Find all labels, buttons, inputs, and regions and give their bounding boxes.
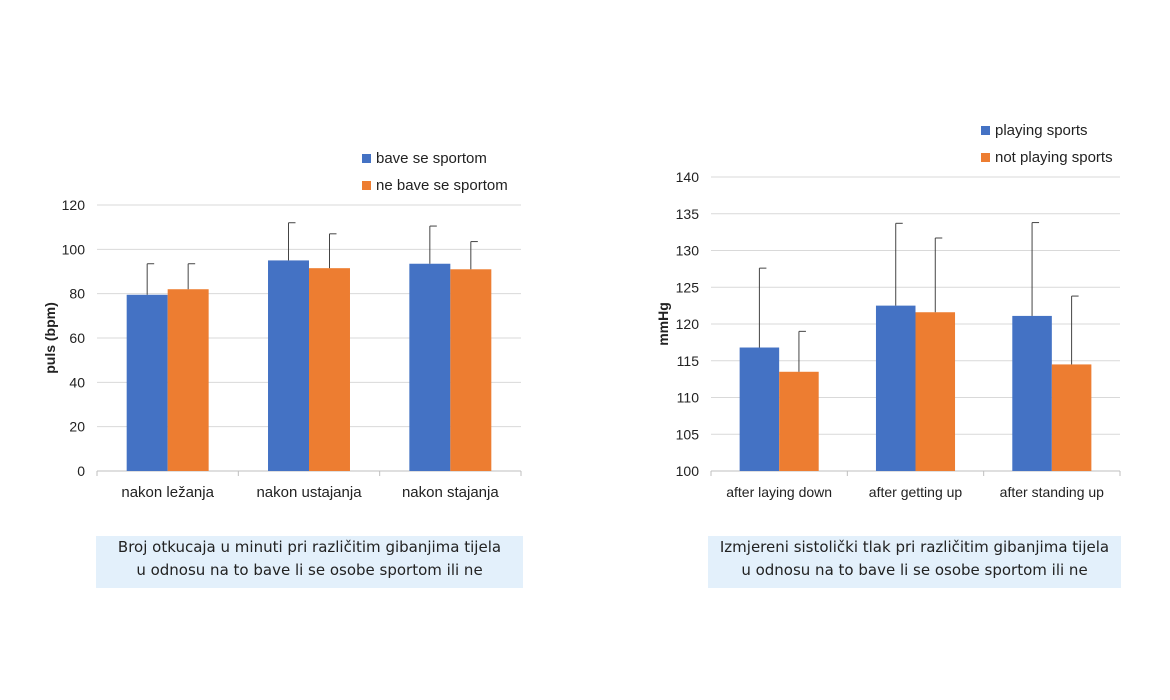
chart1-category-label: nakon stajanja (402, 484, 499, 501)
caption-left: Broj otkucaja u minuti pri različitim gi… (96, 536, 523, 588)
chart2-category-label: after laying down (726, 484, 832, 500)
chart2-legend-swatch (981, 153, 990, 162)
chart2-legend-label: playing sports (995, 122, 1088, 139)
caption-right-line2: u odnosu na to bave li se osobe sportom … (741, 561, 1088, 579)
chart2-bar (1051, 364, 1092, 471)
chart2-y-tick-label: 125 (676, 279, 700, 295)
chart1-y-tick-label: 120 (62, 197, 86, 213)
chart1-legend-swatch (362, 181, 371, 190)
chart1-legend-label: bave se sportom (376, 150, 487, 167)
chart2-y-tick-label: 105 (676, 426, 700, 442)
chart1-y-tick-label: 60 (69, 330, 85, 346)
chart1-category-label: nakon ležanja (121, 484, 214, 501)
chart1-category-label: nakon ustajanja (256, 484, 362, 501)
chart2-y-tick-label: 110 (677, 390, 700, 406)
chart1-y-tick-label: 100 (62, 241, 86, 257)
caption-right-line1: Izmjereni sistolički tlak pri različitim… (719, 538, 1110, 556)
chart1-bar (309, 268, 350, 471)
chart2-y-tick-label: 130 (676, 243, 700, 259)
chart1-legend-label: ne bave se sportom (376, 177, 508, 194)
chart1-y-tick-label: 80 (69, 286, 85, 302)
chart2-legend-swatch (981, 126, 990, 135)
chart1-y-tick-label: 0 (77, 463, 85, 479)
caption-left-line1: Broj otkucaja u minuti pri različitim gi… (117, 538, 502, 556)
caption-right: Izmjereni sistolički tlak pri različitim… (708, 536, 1121, 588)
chart1-legend-swatch (362, 154, 371, 163)
chart1-bar (126, 294, 168, 471)
chart1-bar (409, 263, 451, 471)
chart2-bar (915, 312, 956, 471)
chart2-y-tick-label: 140 (676, 169, 700, 185)
chart2-y-tick-label: 100 (676, 463, 700, 479)
caption-left-line2: u odnosu na to bave li se osobe sportom … (136, 561, 483, 579)
chart1-bar (450, 269, 492, 471)
chart2-bar (739, 347, 780, 471)
chart1-y-axis-label: puls (bpm) (42, 302, 58, 374)
chart1-bar (167, 289, 209, 471)
chart2-legend-label: not playing sports (995, 149, 1113, 166)
chart1-y-tick-label: 40 (69, 374, 85, 390)
chart2-y-axis-label: mmHg (655, 302, 671, 346)
chart2-y-tick-label: 135 (676, 206, 700, 222)
chart2-y-tick-label: 120 (676, 316, 700, 332)
chart1-y-tick-label: 20 (69, 419, 85, 435)
chart2-category-label: after getting up (869, 484, 963, 500)
chart2-bar (779, 371, 819, 471)
chart1-bar (268, 260, 309, 471)
chart2-y-tick-label: 115 (677, 353, 700, 369)
chart2-bar (1012, 315, 1052, 471)
chart2-category-label: after standing up (1000, 484, 1105, 500)
chart2-bar (875, 305, 916, 471)
